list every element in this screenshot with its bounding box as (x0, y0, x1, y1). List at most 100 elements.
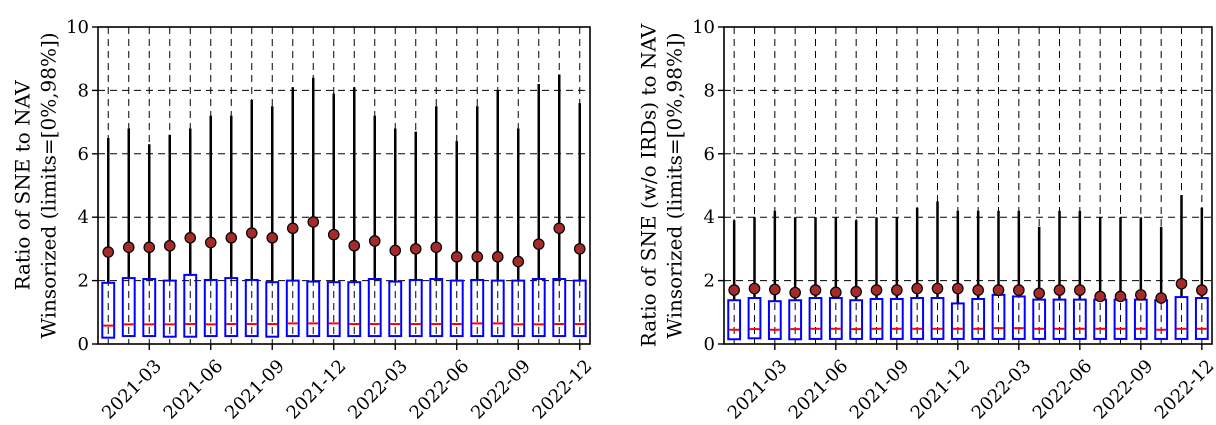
box-2021-12 (950, 210, 965, 340)
mean-marker (748, 282, 761, 295)
box-iqr (203, 278, 218, 338)
mean-marker (266, 232, 279, 244)
box-iqr (889, 297, 904, 340)
x-tick-label: 2021-03 (724, 356, 792, 424)
box-2021-11 (930, 201, 945, 340)
box-iqr (285, 279, 300, 338)
box-iqr (429, 278, 444, 338)
box-2021-04 (788, 217, 803, 341)
x-tick-label: 2022-09 (467, 356, 535, 424)
x-tick-label: 2022-12 (529, 356, 597, 424)
box-2022-03 (388, 128, 403, 338)
mean-marker (102, 246, 115, 258)
mean-marker (122, 241, 135, 254)
box-2021-01 (727, 220, 742, 341)
mean-marker (870, 284, 883, 296)
mean-marker (1155, 292, 1167, 304)
box-iqr (347, 281, 362, 338)
mean-marker (1114, 290, 1127, 303)
y-tick-label: 0 (78, 334, 89, 355)
chart-panel-sne-to-nav: 02468102021-032021-062021-092021-122022-… (11, 17, 597, 423)
mean-marker (553, 222, 566, 235)
y-tick-label: 4 (78, 207, 89, 228)
box-iqr (1052, 298, 1067, 340)
x-tick-label: 2022-06 (1029, 356, 1097, 424)
y-tick-label: 4 (704, 207, 715, 228)
y-tick-label: 0 (704, 334, 715, 355)
mean-marker (931, 282, 944, 295)
box-2022-04 (408, 131, 423, 338)
y-tick-label: 8 (704, 80, 715, 101)
mean-marker (348, 239, 361, 252)
mean-marker (1053, 284, 1066, 296)
box-iqr (470, 278, 485, 338)
box-iqr (142, 278, 157, 338)
box-iqr (1072, 298, 1087, 340)
mean-marker (891, 284, 903, 296)
box-iqr (101, 281, 116, 339)
box-2022-10 (531, 84, 546, 338)
mean-marker (163, 239, 176, 252)
mean-marker (143, 241, 156, 254)
box-2022-12 (572, 103, 587, 338)
mean-marker (532, 238, 545, 250)
y-tick-label: 10 (66, 17, 89, 38)
mean-marker (307, 216, 320, 228)
box-iqr (388, 280, 403, 338)
mean-marker (512, 255, 525, 268)
box-2021-09 (889, 217, 904, 340)
box-iqr (971, 297, 986, 340)
box-2021-03 (767, 210, 782, 340)
mean-marker (245, 227, 258, 239)
y-tick-label: 8 (78, 80, 89, 101)
box-2022-07 (470, 106, 485, 338)
box-iqr (767, 300, 782, 340)
box-iqr (572, 279, 587, 338)
box-2021-07 (849, 220, 864, 340)
y-tick-label: 6 (704, 144, 715, 165)
box-iqr (121, 277, 136, 338)
x-tick-label: 2022-03 (968, 356, 1036, 424)
mean-marker (992, 284, 1005, 296)
y-axis-label-line1: Ratio of SNE (w/o IRDs) to NAV (637, 23, 661, 347)
axes-frame (97, 26, 591, 345)
box-iqr (326, 281, 341, 338)
x-tick-label: 2021-12 (283, 356, 351, 424)
box-2022-05 (1052, 210, 1067, 340)
y-axis-label-line2: Winsorized (limits=[0%,98%]) (663, 32, 687, 338)
mean-marker (368, 235, 381, 247)
box-2021-04 (162, 134, 177, 338)
box-iqr (849, 299, 864, 340)
box-2022-02 (367, 115, 382, 338)
x-tick-label: 2022-03 (344, 356, 412, 424)
mean-marker (430, 241, 443, 254)
box-iqr (531, 278, 546, 338)
box-iqr (869, 297, 884, 340)
mean-marker (1013, 284, 1025, 296)
mean-marker (972, 284, 984, 296)
mean-marker (1033, 287, 1045, 300)
mean-marker (471, 251, 484, 263)
box-iqr (950, 302, 965, 340)
x-tick-label: 2022-12 (1151, 356, 1216, 424)
box-iqr (224, 277, 239, 338)
mean-marker (789, 286, 801, 299)
box-2022-11 (1174, 195, 1189, 340)
axes-frame (723, 26, 1213, 345)
box-2021-09 (265, 106, 280, 338)
mean-marker (450, 251, 463, 263)
mean-marker (911, 282, 923, 295)
mean-marker (1175, 277, 1188, 290)
mean-marker (327, 228, 340, 241)
box-2022-03 (1011, 210, 1026, 340)
box-2022-11 (552, 74, 567, 338)
mean-marker (728, 284, 740, 296)
x-tick-label: 2021-09 (221, 356, 289, 424)
box-2021-05 (808, 217, 823, 340)
x-tick-label: 2022-06 (406, 356, 474, 424)
x-tick-label: 2021-06 (785, 356, 853, 424)
y-tick-label: 2 (78, 271, 89, 292)
mean-marker (850, 285, 862, 298)
mean-marker (769, 283, 781, 296)
